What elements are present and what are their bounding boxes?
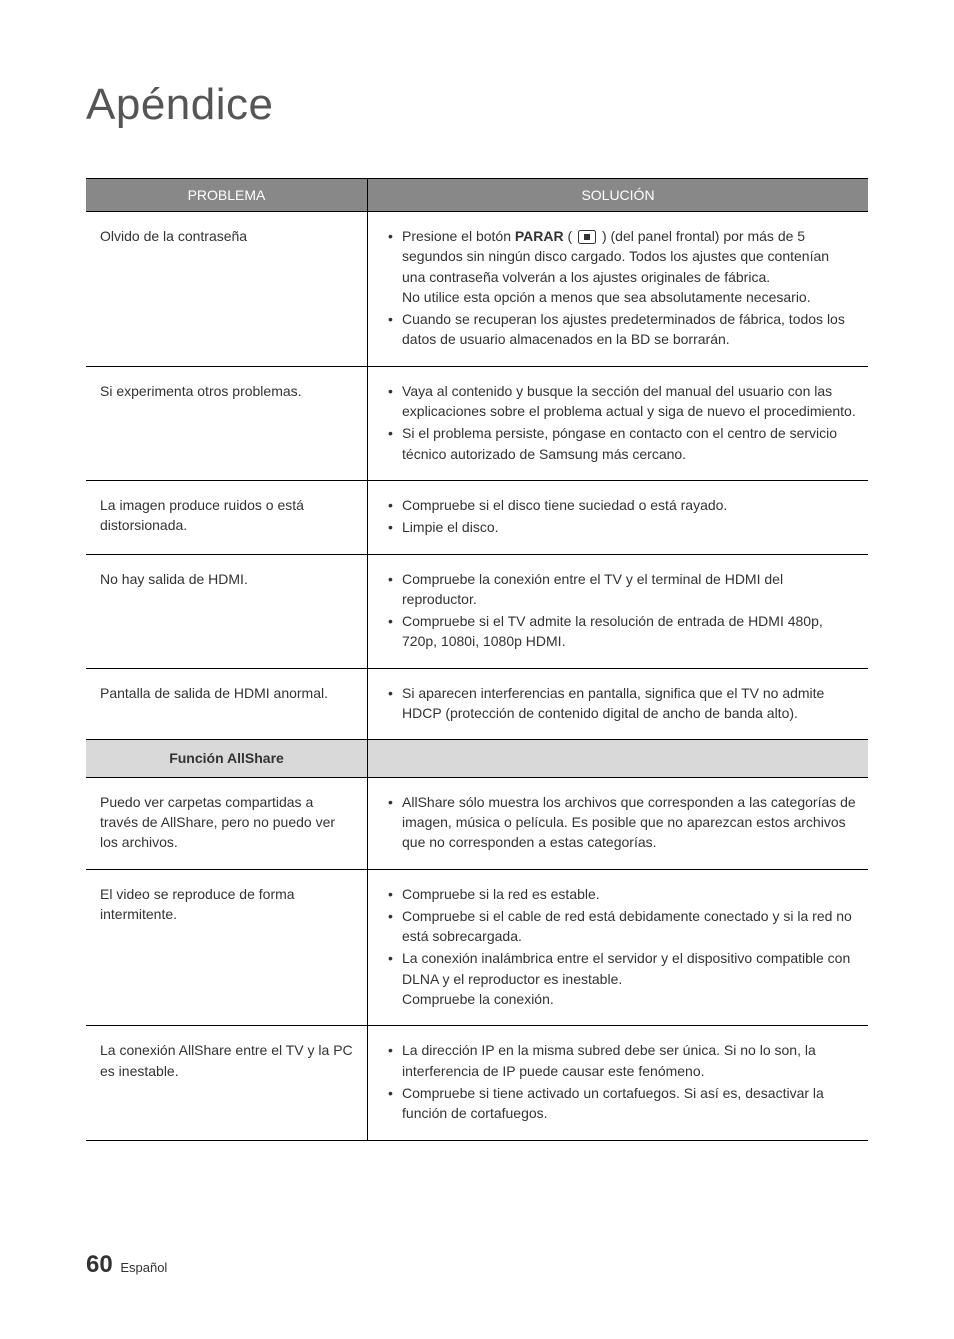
page-title: Apéndice xyxy=(86,80,868,130)
solution-item: Compruebe si tiene activado un cortafueg… xyxy=(388,1083,856,1124)
table-row: El video se reproduce de forma intermite… xyxy=(86,869,868,1026)
solution-text: La conexión inalámbrica entre el servido… xyxy=(402,950,850,986)
table-row: La imagen produce ruidos o está distorsi… xyxy=(86,480,868,554)
solution-text: Limpie el disco. xyxy=(402,519,499,535)
solution-list: AllShare sólo muestra los archivos que c… xyxy=(388,792,856,853)
solution-text: La dirección IP en la misma subred debe … xyxy=(402,1042,816,1078)
solution-text: Vaya al contenido y busque la sección de… xyxy=(402,383,856,419)
solution-text: Compruebe la conexión entre el TV y el t… xyxy=(402,571,783,607)
solution-list: La dirección IP en la misma subred debe … xyxy=(388,1040,856,1123)
problem-cell: No hay salida de HDMI. xyxy=(86,554,368,668)
section-header: Función AllShare xyxy=(86,740,368,777)
problem-cell: Olvido de la contraseña xyxy=(86,212,368,367)
solution-text: Cuando se recuperan los ajustes predeter… xyxy=(402,311,845,347)
solution-item: Cuando se recuperan los ajustes predeter… xyxy=(388,309,856,350)
problem-cell: Si experimenta otros problemas. xyxy=(86,366,368,480)
problem-cell: La imagen produce ruidos o está distorsi… xyxy=(86,480,368,554)
solution-item: Si aparecen interferencias en pantalla, … xyxy=(388,683,856,724)
solution-list: Si aparecen interferencias en pantalla, … xyxy=(388,683,856,724)
header-solution: SOLUCIÓN xyxy=(368,179,868,212)
solution-text: Compruebe si la red es estable. xyxy=(402,886,600,902)
solution-list: Compruebe la conexión entre el TV y el t… xyxy=(388,569,856,652)
solution-subtext: No utilice esta opción a menos que sea a… xyxy=(402,287,856,307)
table-row: Olvido de la contraseña Presione el botón… xyxy=(86,212,868,367)
page-number: 60 xyxy=(86,1251,113,1278)
solution-item: Vaya al contenido y busque la sección de… xyxy=(388,381,856,422)
solution-item: Compruebe si la red es estable. xyxy=(388,884,856,904)
solution-item: Si el problema persiste, póngase en cont… xyxy=(388,423,856,464)
solution-cell: La dirección IP en la misma subred debe … xyxy=(368,1026,868,1140)
solution-cell: Presione el botón PARAR ( ) (del panel f… xyxy=(368,212,868,367)
solution-item: Compruebe si el TV admite la resolución … xyxy=(388,611,856,652)
stop-icon xyxy=(578,230,596,244)
troubleshooting-table: PROBLEMA SOLUCIÓN Olvido de la contraseñ… xyxy=(86,178,868,1141)
section-header-empty xyxy=(368,740,868,777)
problem-cell: El video se reproduce de forma intermite… xyxy=(86,869,368,1026)
solution-cell: AllShare sólo muestra los archivos que c… xyxy=(368,777,868,869)
solution-item: La dirección IP en la misma subred debe … xyxy=(388,1040,856,1081)
solution-list: Vaya al contenido y busque la sección de… xyxy=(388,381,856,464)
solution-item: La conexión inalámbrica entre el servido… xyxy=(388,948,856,1009)
table-row: Puedo ver carpetas compartidas a través … xyxy=(86,777,868,869)
solution-list: Compruebe si el disco tiene suciedad o e… xyxy=(388,495,856,538)
table-row: No hay salida de HDMI. Compruebe la conex… xyxy=(86,554,868,668)
solution-item: Compruebe la conexión entre el TV y el t… xyxy=(388,569,856,610)
page-language: Español xyxy=(120,1260,167,1275)
section-row: Función AllShare xyxy=(86,740,868,777)
table-row: La conexión AllShare entre el TV y la PC… xyxy=(86,1026,868,1140)
solution-text: Compruebe si el TV admite la resolución … xyxy=(402,613,823,649)
solution-text: Presione el botón PARAR ( ) (del panel f… xyxy=(402,228,829,285)
solution-list: Presione el botón PARAR ( ) (del panel f… xyxy=(388,226,856,350)
solution-item: Limpie el disco. xyxy=(388,517,856,537)
solution-item: AllShare sólo muestra los archivos que c… xyxy=(388,792,856,853)
solution-text: Si aparecen interferencias en pantalla, … xyxy=(402,685,824,721)
solution-cell: Compruebe la conexión entre el TV y el t… xyxy=(368,554,868,668)
solution-item: Compruebe si el disco tiene suciedad o e… xyxy=(388,495,856,515)
page-footer: 60 Español xyxy=(86,1251,167,1279)
solution-cell: Vaya al contenido y busque la sección de… xyxy=(368,366,868,480)
solution-cell: Si aparecen interferencias en pantalla, … xyxy=(368,668,868,740)
solution-item: Compruebe si el cable de red está debida… xyxy=(388,906,856,947)
problem-cell: Puedo ver carpetas compartidas a través … xyxy=(86,777,368,869)
header-problem: PROBLEMA xyxy=(86,179,368,212)
solution-text: Compruebe si tiene activado un cortafueg… xyxy=(402,1085,824,1121)
problem-cell: La conexión AllShare entre el TV y la PC… xyxy=(86,1026,368,1140)
solution-item: Presione el botón PARAR ( ) (del panel f… xyxy=(388,226,856,307)
solution-list: Compruebe si la red es estable. Compruebe… xyxy=(388,884,856,1010)
solution-cell: Compruebe si el disco tiene suciedad o e… xyxy=(368,480,868,554)
solution-text: Compruebe si el cable de red está debida… xyxy=(402,908,852,944)
table-row: Pantalla de salida de HDMI anormal. Si ap… xyxy=(86,668,868,740)
solution-cell: Compruebe si la red es estable. Compruebe… xyxy=(368,869,868,1026)
problem-cell: Pantalla de salida de HDMI anormal. xyxy=(86,668,368,740)
solution-text: Si el problema persiste, póngase en cont… xyxy=(402,425,837,461)
solution-subtext: Compruebe la conexión. xyxy=(402,989,856,1009)
table-row: Si experimenta otros problemas. Vaya al c… xyxy=(86,366,868,480)
solution-text: AllShare sólo muestra los archivos que c… xyxy=(402,794,856,851)
solution-text: Compruebe si el disco tiene suciedad o e… xyxy=(402,497,727,513)
